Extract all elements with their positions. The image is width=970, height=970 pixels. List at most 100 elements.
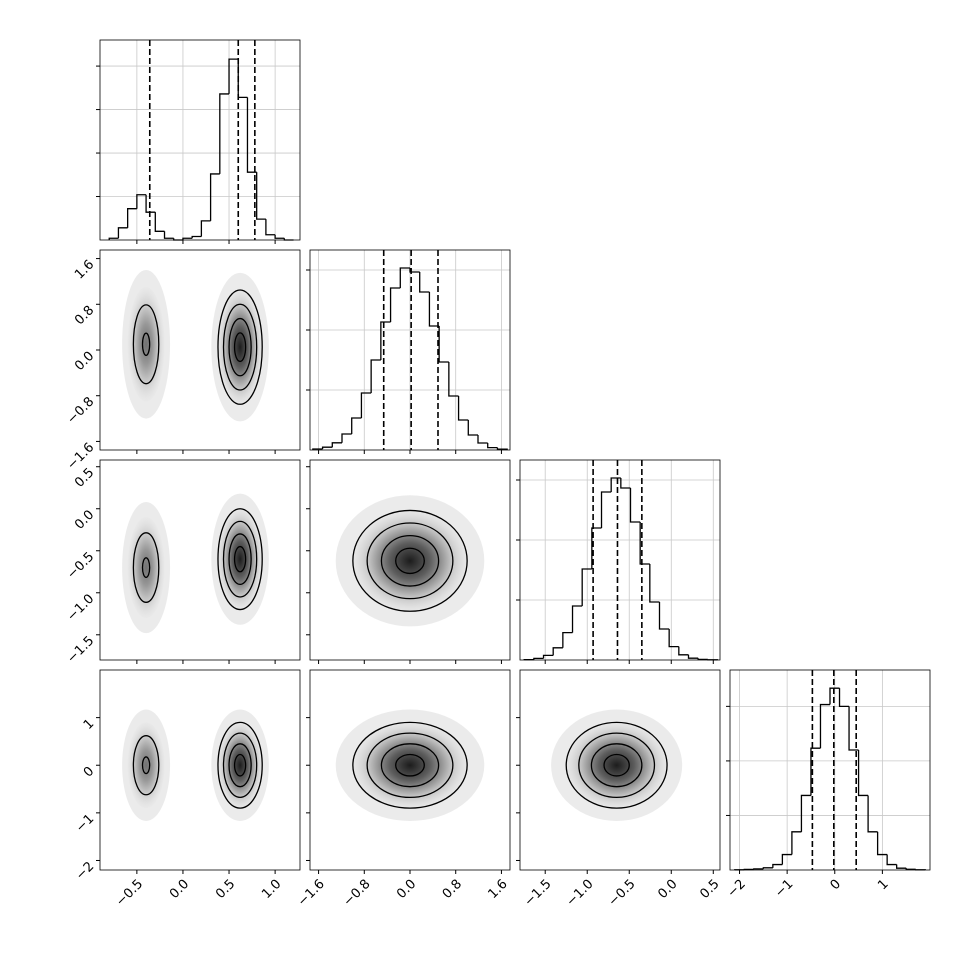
y-tick-label: 0: [81, 764, 97, 780]
contour: [366, 522, 454, 600]
panel-frame: [729, 669, 931, 871]
panel-frame: [99, 249, 301, 451]
hist-bin: [552, 647, 563, 656]
hist-bin: [838, 688, 850, 708]
contour: [395, 547, 425, 575]
panel-frame: [309, 669, 511, 871]
hist-bin: [591, 527, 602, 569]
hist-bin: [810, 747, 821, 796]
hist-bin: [321, 446, 333, 449]
contour: [132, 532, 160, 603]
x-tick-label: 1.0: [259, 877, 284, 902]
contour: [222, 520, 258, 598]
hist-bin: [370, 359, 381, 393]
hist-bin: [457, 396, 469, 421]
hist-bin: [791, 831, 802, 855]
hist-bin: [886, 854, 897, 866]
panel-frame: [309, 249, 511, 451]
hist-bin: [620, 478, 631, 489]
hist-bin: [800, 794, 811, 832]
hist-bin: [108, 237, 119, 240]
hist-bin: [467, 420, 478, 436]
x-tick-label: −0.8: [341, 877, 374, 910]
hist-bin: [399, 267, 410, 288]
density-shade: [217, 508, 263, 610]
hist-bin: [274, 234, 285, 239]
hist-bin: [428, 292, 440, 327]
x-tick-label: −1.0: [564, 877, 597, 910]
hist-bin: [762, 867, 773, 869]
hist-bin: [438, 326, 449, 363]
x-tick-label: 0.5: [213, 877, 238, 902]
y-tick-label: 0.0: [72, 349, 97, 374]
hist-bin: [629, 488, 641, 523]
x-tick-label: 0.0: [394, 877, 419, 902]
hist-bin: [896, 864, 907, 869]
contour: [228, 743, 252, 788]
panel-frame: [519, 459, 721, 661]
y-tick-label: 0.0: [72, 507, 97, 532]
contour: [366, 732, 454, 799]
hist-bin: [341, 433, 352, 443]
hist-bin: [857, 750, 869, 797]
x-tick-label: 0.8: [440, 877, 465, 902]
contour: [395, 753, 425, 777]
hist-bin: [867, 795, 878, 833]
contour: [603, 753, 630, 777]
x-tick-label: 1.6: [485, 877, 510, 902]
contour: [578, 732, 656, 799]
contour: [141, 756, 151, 775]
density-shade: [217, 722, 263, 809]
hist-bin: [600, 491, 612, 528]
hist-bin: [117, 227, 128, 239]
y-tick-label: −0.8: [64, 394, 97, 427]
contour: [380, 534, 440, 587]
hist-bin: [163, 231, 174, 239]
hist-bin: [487, 443, 498, 449]
hist-bin: [905, 868, 916, 870]
density-shade: [566, 722, 668, 809]
hist-bin: [581, 568, 592, 606]
contour: [352, 509, 468, 612]
hist-bin: [219, 93, 230, 174]
hist-bin: [209, 173, 220, 221]
hist-bin: [136, 194, 147, 209]
hist-bin: [419, 272, 430, 293]
y-tick-label: −0.5: [64, 549, 97, 582]
y-tick-label: −1: [73, 812, 97, 836]
hist-bin: [772, 863, 783, 868]
contour: [590, 743, 643, 788]
hist-bin: [678, 646, 689, 656]
hist-bin: [246, 97, 257, 173]
x-tick-label: 1: [875, 877, 891, 893]
y-tick-label: −1.5: [64, 633, 97, 666]
contour: [132, 304, 160, 385]
hist-bin: [409, 268, 420, 273]
hist-bin: [154, 212, 165, 232]
hist-bin: [256, 172, 266, 220]
contour: [217, 289, 263, 405]
hist-bin: [571, 605, 583, 633]
contour: [380, 743, 440, 788]
panel-frame: [99, 39, 301, 241]
contour: [132, 735, 160, 796]
hist-bin: [477, 435, 488, 444]
contour: [141, 332, 151, 357]
hist-bin: [829, 687, 840, 705]
x-tick-label: 0: [828, 877, 844, 893]
hist-bin: [389, 287, 401, 322]
hist-bin: [668, 629, 679, 648]
y-tick-label: −1.0: [64, 591, 97, 624]
hist-bin: [145, 194, 156, 213]
x-tick-label: 0.5: [697, 877, 722, 902]
contour: [233, 753, 247, 777]
contour: [141, 557, 151, 578]
density-shade: [352, 722, 468, 809]
hist-bin: [658, 602, 670, 630]
contour: [222, 303, 258, 391]
hist-bin: [542, 654, 554, 659]
y-tick-label: 0.8: [72, 303, 97, 328]
hist-bin: [265, 219, 276, 236]
hist-bin: [200, 220, 211, 237]
